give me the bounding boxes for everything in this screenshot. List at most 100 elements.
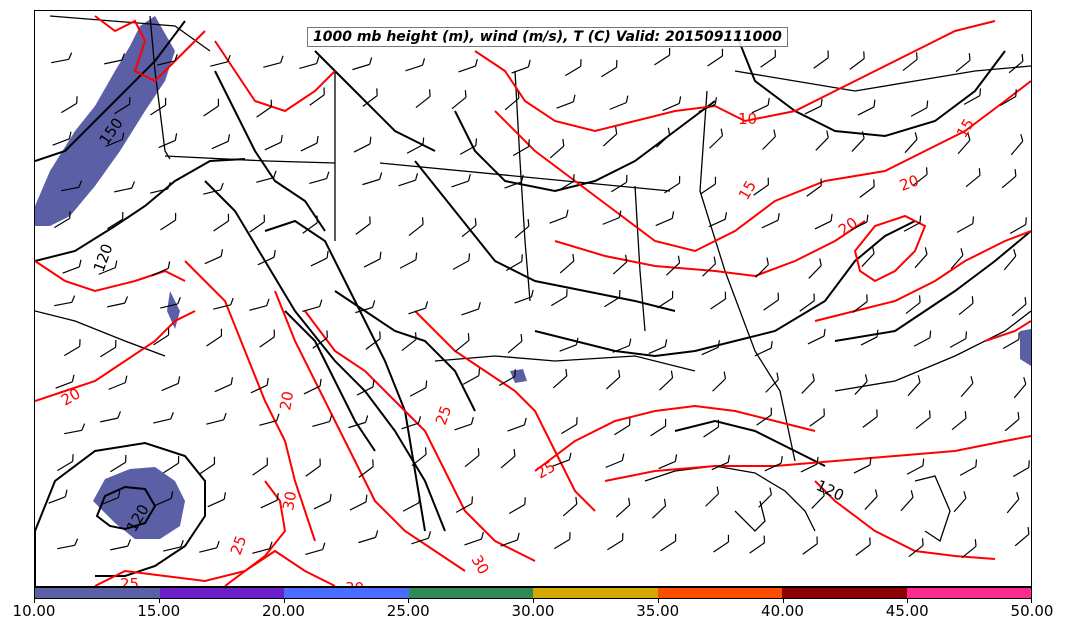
colorbar-tick-label: 30.00: [511, 602, 555, 620]
wind-barb: [210, 54, 231, 67]
wind-barb: [703, 419, 720, 438]
wind-barb: [52, 131, 72, 146]
wind-barb: [353, 136, 372, 153]
wind-barb: [455, 496, 474, 513]
height-contour: [35, 158, 246, 262]
wind-barb: [101, 490, 121, 505]
wind-barb: [763, 292, 779, 311]
temperature-contour: [94, 15, 206, 83]
wind-barb: [398, 173, 419, 187]
colorbar-tick-label: 15.00: [137, 602, 181, 620]
wind-barb: [454, 416, 474, 431]
height-contour: [674, 419, 826, 467]
wind-barb: [411, 531, 432, 545]
wind-barb: [461, 301, 481, 316]
colorbar-tick-label: 35.00: [636, 602, 680, 620]
wind-barb: [965, 168, 981, 188]
wind-barb: [903, 215, 922, 232]
coastline: [644, 465, 816, 532]
colorbar-tick-label: 50.00: [1010, 602, 1054, 620]
wind-barb: [249, 298, 270, 311]
wind-barb: [552, 452, 572, 467]
wind-barb: [310, 250, 329, 267]
wind-barb: [452, 253, 471, 270]
height-contour: [334, 290, 476, 412]
wind-barbs: [48, 47, 1030, 559]
wind-barb: [702, 256, 717, 277]
wind-barb: [160, 297, 181, 309]
temperature-contour-label: 20: [58, 384, 84, 409]
wind-barb: [807, 328, 826, 345]
wind-barb: [754, 340, 773, 357]
wind-barb: [459, 138, 478, 155]
wind-barb: [760, 49, 776, 68]
wind-barb: [761, 212, 780, 229]
wind-barb: [53, 211, 71, 229]
wind-barb: [910, 100, 929, 117]
wind-barb: [963, 88, 982, 105]
wind-barb: [108, 375, 128, 390]
boundary-line: [434, 355, 696, 372]
colorbar-segment: [782, 588, 907, 598]
temperature-contour-label: 30: [468, 552, 493, 578]
wind-barb: [755, 257, 769, 278]
wind-barb: [213, 213, 230, 232]
colorbar-tick-label: 10.00: [12, 602, 56, 620]
wind-shading-area: [510, 369, 527, 383]
wind-barb: [1010, 134, 1024, 156]
wind-barb: [160, 212, 177, 231]
wind-barb: [658, 454, 678, 470]
wind-barb: [401, 332, 417, 352]
wind-barb: [949, 331, 968, 348]
colorbar-tick-label: 45.00: [885, 602, 929, 620]
wind-barb: [701, 340, 721, 356]
wind-barb: [207, 492, 227, 508]
wind-barb: [950, 248, 964, 270]
wind-barb: [498, 369, 516, 387]
wind-barb: [514, 289, 534, 304]
wind-barb: [758, 487, 772, 508]
wind-barb: [114, 97, 131, 115]
wind-barb: [662, 96, 682, 112]
wind-barb: [749, 535, 765, 554]
wind-barb: [960, 376, 974, 398]
wind-barb: [454, 333, 470, 353]
wind-barb: [813, 50, 829, 69]
wind-barb: [259, 329, 275, 348]
wind-barb: [508, 497, 526, 515]
wind-barb: [955, 53, 971, 73]
wind-barb: [564, 59, 582, 77]
wind-barb: [203, 182, 224, 195]
wind-barb: [602, 210, 622, 225]
wind-barb: [999, 89, 1017, 107]
wind-barb: [553, 532, 571, 550]
wind-barb: [614, 418, 631, 436]
wind-barb: [862, 409, 878, 428]
height-contour-label: 120: [90, 241, 117, 274]
height-contour: [204, 180, 446, 532]
boundary-line: [149, 15, 171, 160]
wind-barb: [213, 297, 234, 310]
wind-barb: [906, 458, 925, 475]
wind-barb: [114, 181, 136, 193]
wind-barb: [562, 496, 578, 517]
colorbar-tick: [1031, 599, 1032, 603]
wind-barb: [355, 300, 376, 314]
wind-barb: [915, 410, 931, 430]
height-contour: [284, 310, 376, 452]
temperature-contour: [554, 220, 866, 278]
wind-barb: [408, 217, 424, 237]
wind-barb: [104, 53, 126, 65]
map-title: 1000 mb height (m), wind (m/s), T (C) Va…: [307, 27, 788, 47]
colorbar-segment: [284, 588, 409, 598]
wind-barb: [150, 97, 167, 116]
temperature-contour-label: 30: [345, 579, 364, 586]
wind-barb: [504, 90, 520, 111]
temperature-contour-label: 15: [735, 177, 760, 203]
wind-barb: [1009, 217, 1027, 235]
wind-barb: [260, 492, 279, 509]
colorbar-tick: [34, 599, 35, 603]
wind-barb: [612, 338, 632, 353]
wind-barb: [1006, 492, 1020, 514]
map-panel: 150 120 120 120 10 15 15 20 20 20 25 25 …: [34, 10, 1032, 587]
